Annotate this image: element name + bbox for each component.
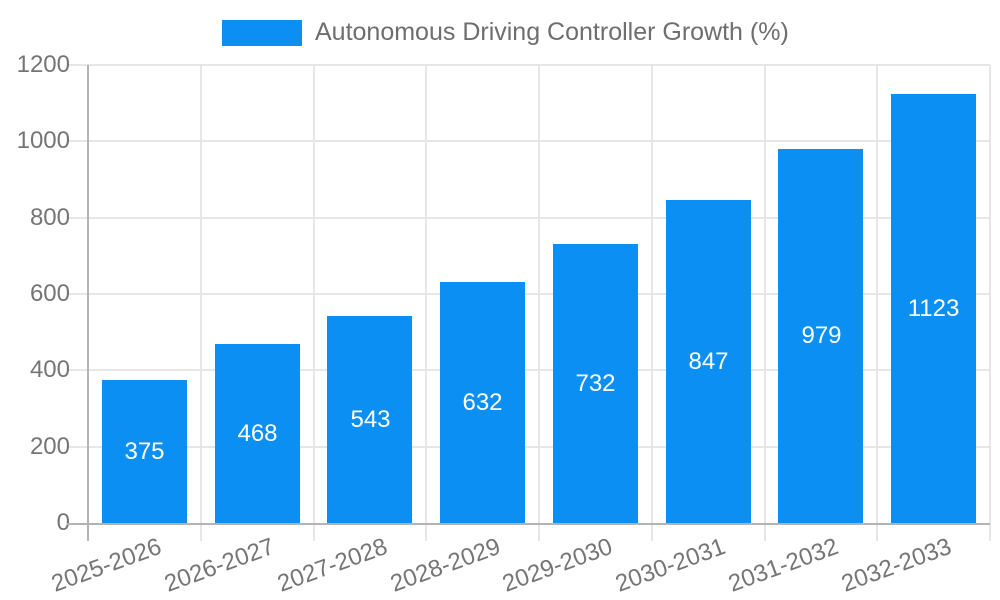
x-axis-line: [67, 523, 990, 525]
gridline-vertical: [313, 65, 315, 541]
gridline-horizontal: [67, 446, 990, 448]
bar-value-label: 543: [350, 406, 391, 433]
y-axis-tick-label: 1200: [16, 51, 70, 78]
x-axis-tick-label: 2029-2030: [499, 533, 617, 598]
gridline-horizontal: [67, 293, 990, 295]
bar-value-label: 632: [462, 389, 503, 416]
bar-value-label: 847: [688, 348, 729, 375]
x-axis-tick-label: 2031-2032: [725, 533, 843, 598]
bar[interactable]: [891, 94, 976, 523]
x-axis-tick-label: 2026-2027: [161, 533, 279, 598]
bar-value-label: 375: [124, 438, 165, 465]
x-axis-tick-label: 2030-2031: [612, 533, 730, 598]
gridline-vertical: [989, 65, 991, 541]
bar[interactable]: [102, 380, 187, 523]
x-axis-tick-label: 2025-2026: [48, 533, 166, 598]
gridline-horizontal: [67, 140, 990, 142]
y-axis-tick-label: 200: [29, 433, 70, 460]
bar-value-label: 468: [237, 420, 278, 447]
bar[interactable]: [553, 244, 638, 523]
bar-value-label: 979: [801, 322, 842, 349]
gridline-vertical: [651, 65, 653, 541]
gridline-vertical: [876, 65, 878, 541]
y-axis-tick-label: 600: [29, 280, 70, 307]
gridline-horizontal: [67, 64, 990, 66]
y-axis-tick-label: 0: [56, 509, 70, 536]
gridline-horizontal: [67, 217, 990, 219]
y-axis-tick-label: 400: [29, 356, 70, 383]
bar[interactable]: [666, 200, 751, 523]
gridline-vertical: [764, 65, 766, 541]
legend[interactable]: Autonomous Driving Controller Growth (%): [222, 18, 789, 47]
gridline-vertical: [425, 65, 427, 541]
y-axis-tick-label: 1000: [16, 127, 70, 154]
legend-color-swatch: [222, 19, 302, 46]
x-axis-tick-label: 2027-2028: [274, 533, 392, 598]
gridline-horizontal: [67, 369, 990, 371]
x-axis-tick-label: 2032-2033: [838, 533, 956, 598]
bar-value-label: 732: [575, 370, 616, 397]
y-axis-tick-label: 800: [29, 204, 70, 231]
bar[interactable]: [778, 149, 863, 523]
x-axis-tick-label: 2028-2029: [387, 533, 505, 598]
bar[interactable]: [440, 282, 525, 523]
bar[interactable]: [215, 344, 300, 523]
legend-label: Autonomous Driving Controller Growth (%): [315, 18, 789, 46]
gridline-vertical: [538, 65, 540, 541]
y-axis-line: [87, 65, 89, 541]
bar-value-label: 1123: [907, 295, 960, 322]
bar[interactable]: [327, 316, 412, 523]
gridline-vertical: [200, 65, 202, 541]
